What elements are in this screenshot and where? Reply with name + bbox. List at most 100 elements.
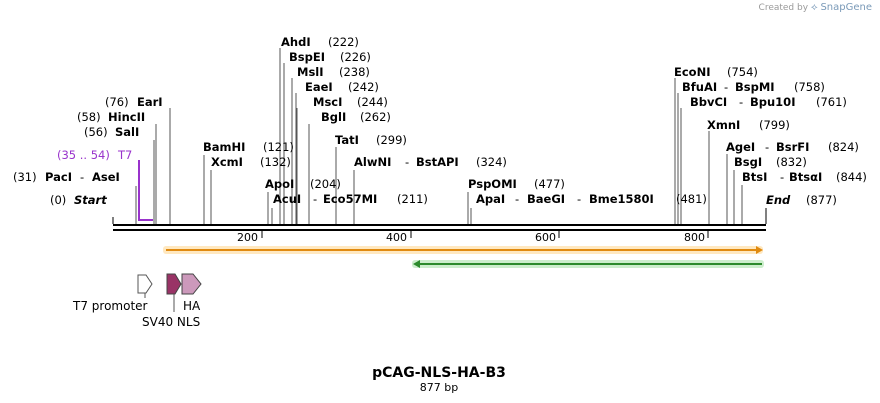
feature-label: T7 promoter xyxy=(72,299,148,313)
site-name: AlwNI xyxy=(354,155,391,169)
site-sep: - xyxy=(80,170,84,184)
site-name: EarI xyxy=(137,95,163,109)
site-pos: (204) xyxy=(310,177,341,191)
site-name: TatI xyxy=(335,133,359,147)
site-name: BspEI xyxy=(289,50,325,64)
site-name: BamHI xyxy=(203,140,245,154)
feature-sv40-nls: SV40 NLS xyxy=(142,273,200,329)
site-pos: (299) xyxy=(376,133,407,147)
site-name: ApaI xyxy=(476,192,505,206)
site-name: AhdI xyxy=(281,35,311,49)
site-name: SalI xyxy=(115,125,139,139)
site-name: HincII xyxy=(108,110,145,124)
site-name: ApoI xyxy=(265,177,294,191)
backbone xyxy=(113,224,766,231)
site-pos: (121) xyxy=(263,140,294,154)
site-pos: (758) xyxy=(794,80,825,94)
t7-promoter-arrow-icon xyxy=(137,274,153,294)
site-sep: - xyxy=(739,95,743,109)
site-name: Eco57MI xyxy=(323,192,377,206)
site-pos: (58) xyxy=(77,110,101,124)
site-pos: (799) xyxy=(759,118,790,132)
tick-label: 200 xyxy=(237,231,258,244)
credit-prefix: Created by xyxy=(758,3,809,13)
site-sep: - xyxy=(577,192,581,206)
site-pos: (754) xyxy=(727,65,758,79)
feature-t7-promoter: T7 promoter xyxy=(72,274,153,313)
site-name: MslI xyxy=(297,65,324,79)
site-pos: (262) xyxy=(360,110,391,124)
site-pos: (481) xyxy=(676,192,707,206)
site-lines xyxy=(135,48,743,224)
feature-label: SV40 NLS xyxy=(142,315,200,329)
green-track xyxy=(412,260,764,268)
tick-label: 800 xyxy=(684,231,705,244)
site-sep: - xyxy=(780,170,784,184)
site-pos: (844) xyxy=(836,170,867,184)
site-pos: (56) xyxy=(84,125,108,139)
end-label: End xyxy=(766,193,791,207)
site-name: AgeI xyxy=(726,140,755,154)
credit-brand: SnapGene xyxy=(820,2,872,13)
site-name: PspOMI xyxy=(468,177,517,191)
site-sep: - xyxy=(313,192,317,206)
tick-label: 400 xyxy=(386,231,407,244)
site-pos: (242) xyxy=(348,80,379,94)
site-name: AcuI xyxy=(273,192,301,206)
site-name: BsgI xyxy=(734,155,762,169)
site-name: BfuAI xyxy=(682,80,717,94)
site-pos: (222) xyxy=(328,35,359,49)
sv40-nls-arrow-icon xyxy=(166,273,182,295)
site-name: Bme1580I xyxy=(589,192,654,206)
site-name: BsrFI xyxy=(776,140,809,154)
site-name: Bpu10I xyxy=(750,95,795,109)
site-pos: (244) xyxy=(357,95,388,109)
snapgene-credit: Created by ⟡ SnapGene xyxy=(759,2,872,13)
site-pos: (832) xyxy=(776,155,807,169)
site-name: BtsαI xyxy=(789,170,822,184)
tick-label: 600 xyxy=(535,231,556,244)
primer-name: T7 xyxy=(117,148,132,162)
site-pos: (477) xyxy=(534,177,565,191)
end-position: (877) xyxy=(806,193,837,207)
site-pos: (31) xyxy=(13,170,37,184)
site-sep: - xyxy=(405,155,409,169)
site-pos: (211) xyxy=(397,192,428,206)
site-name: BglI xyxy=(321,110,346,124)
site-sep: - xyxy=(724,80,728,94)
site-pos: (238) xyxy=(339,65,370,79)
site-pos: (226) xyxy=(340,50,371,64)
site-name: BspMI xyxy=(735,80,775,94)
site-name: PacI xyxy=(45,170,72,184)
orange-track xyxy=(163,246,763,254)
feature-label: HA xyxy=(183,299,201,313)
plasmid-length: 877 bp xyxy=(420,381,458,394)
plasmid-title: pCAG-NLS-HA-B3 xyxy=(372,365,506,381)
site-name: BstAPI xyxy=(416,155,459,169)
t7-primer-mark xyxy=(138,160,153,221)
primer-pos: (35 .. 54) xyxy=(57,148,110,162)
start-position: (0) xyxy=(50,193,66,207)
site-pos: (324) xyxy=(476,155,507,169)
start-label: Start xyxy=(74,193,107,207)
feature-ha: HA xyxy=(181,273,202,313)
site-pos: (824) xyxy=(828,140,859,154)
site-name: BaeGI xyxy=(527,192,565,206)
site-name: EcoNI xyxy=(674,65,710,79)
scale-ticks: 200 400 600 800 xyxy=(237,231,709,244)
site-name: EaeI xyxy=(305,80,333,94)
snapgene-logo-icon: ⟡ xyxy=(810,2,818,13)
ha-arrow-icon xyxy=(181,273,202,295)
site-name: AseI xyxy=(92,170,120,184)
site-name: XmnI xyxy=(707,118,740,132)
site-sep: - xyxy=(515,192,519,206)
site-pos: (132) xyxy=(260,155,291,169)
site-pos: (761) xyxy=(816,95,847,109)
site-name: MscI xyxy=(313,95,342,109)
site-name: BtsI xyxy=(742,170,767,184)
site-pos: (76) xyxy=(105,95,129,109)
site-name: XcmI xyxy=(211,155,243,169)
site-name: BbvCI xyxy=(690,95,727,109)
site-sep: - xyxy=(765,140,769,154)
